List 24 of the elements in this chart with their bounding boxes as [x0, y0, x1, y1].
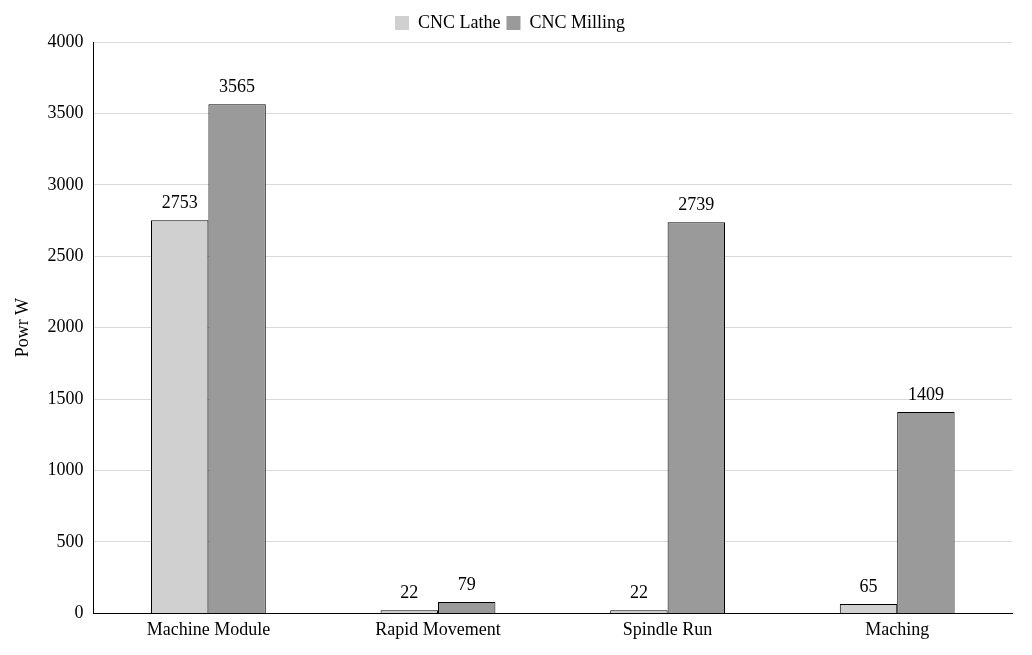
- x-tick-label: Machine Module: [146, 618, 271, 639]
- y-tick-label: 1000: [47, 459, 84, 480]
- y-tick-label: 3500: [47, 102, 84, 123]
- x-tick-label: Maching: [865, 618, 930, 639]
- y-tick-label: 3000: [47, 173, 84, 194]
- data-label: 22: [629, 581, 648, 602]
- x-tick-label: Rapid Movement: [375, 618, 501, 639]
- y-axis-title: Powr W: [11, 298, 32, 358]
- data-label: 2739: [678, 193, 715, 214]
- data-label: 3565: [219, 75, 256, 96]
- data-label: 22: [400, 581, 419, 602]
- data-label: 1409: [907, 383, 944, 404]
- x-tick-label: Spindle Run: [622, 618, 713, 639]
- y-tick-label: 1500: [47, 387, 84, 408]
- data-label: 79: [457, 573, 476, 594]
- legend-label: CNC Lathe: [418, 11, 501, 32]
- legend-label: CNC Milling: [529, 11, 626, 32]
- y-tick-label: 0: [74, 602, 84, 623]
- y-tick-label: 2500: [47, 245, 84, 266]
- y-tick-label: 500: [56, 530, 84, 551]
- y-tick-label: 4000: [47, 30, 84, 51]
- data-label: 2753: [161, 191, 198, 212]
- data-label: 65: [859, 575, 878, 596]
- y-tick-label: 2000: [47, 316, 84, 337]
